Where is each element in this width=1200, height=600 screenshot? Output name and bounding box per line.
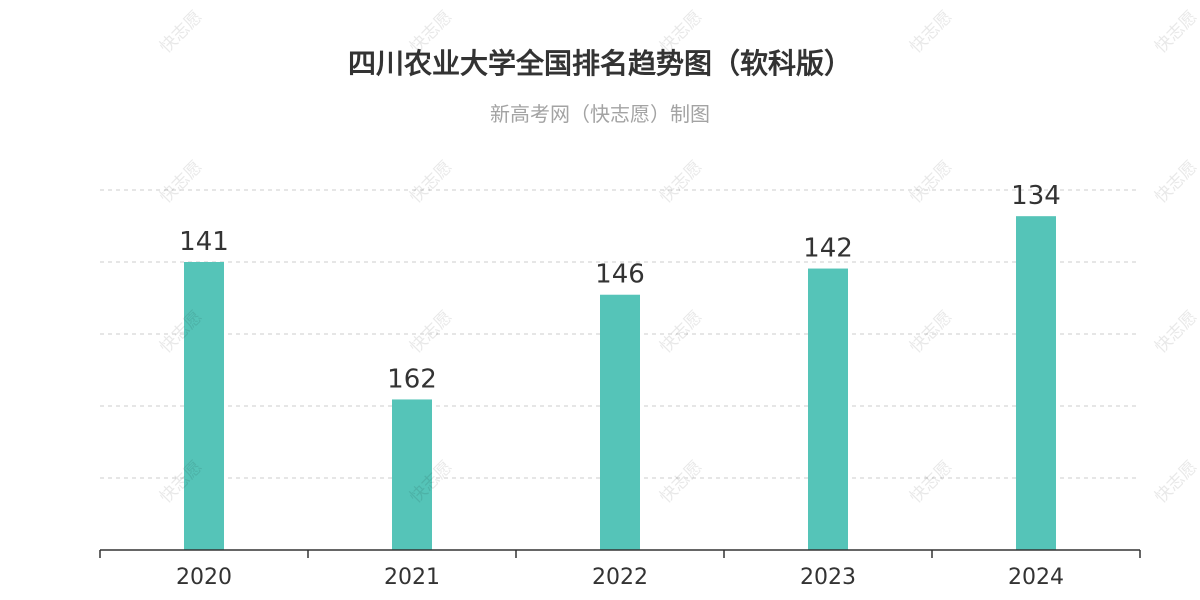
x-tick-label: 2020	[176, 565, 232, 590]
x-tick-label: 2023	[800, 565, 856, 590]
x-tick-label: 2022	[592, 565, 648, 590]
data-label: 141	[179, 227, 229, 257]
chart-subtitle: 新高考网（快志愿）制图	[490, 102, 710, 126]
data-label: 134	[1011, 181, 1061, 211]
x-tick-label: 2021	[384, 565, 440, 590]
bar	[392, 399, 432, 550]
x-axis: 2020 2021 2022 2023 2024	[99, 549, 1141, 590]
data-label: 162	[387, 364, 437, 394]
data-label: 146	[595, 260, 645, 290]
bars: 141 162 146 142 134	[179, 181, 1061, 550]
bar	[808, 268, 848, 550]
x-tick-label: 2024	[1008, 565, 1064, 590]
bar	[1016, 216, 1056, 550]
bar	[600, 294, 640, 550]
data-label: 142	[803, 234, 853, 264]
bar	[184, 262, 224, 550]
chart-title: 四川农业大学全国排名趋势图（软科版）	[347, 47, 852, 80]
